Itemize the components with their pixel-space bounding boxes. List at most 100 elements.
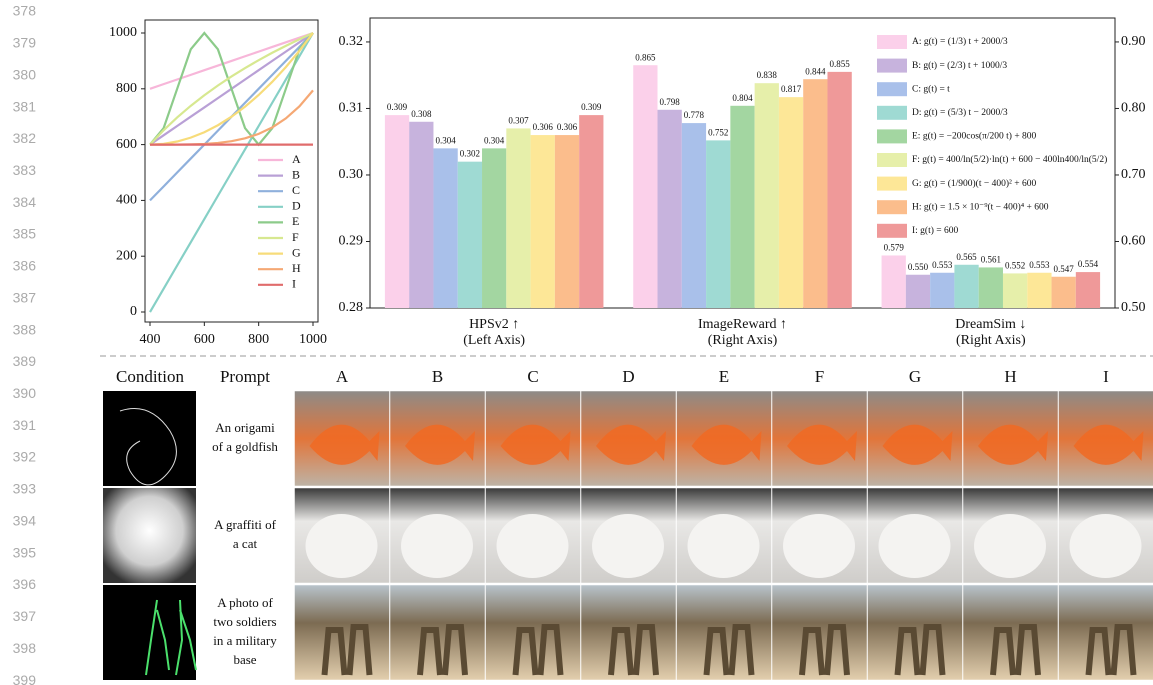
column-header: G (909, 367, 921, 386)
column-header: I (1103, 367, 1109, 386)
line-number: 395 (13, 544, 37, 560)
line-number: 387 (13, 289, 37, 305)
category-label: (Left Axis) (463, 333, 525, 348)
value-label: 0.306 (557, 122, 578, 132)
value-label: 0.778 (684, 110, 705, 120)
bar (1052, 277, 1076, 308)
bar (779, 97, 803, 308)
bar (633, 65, 657, 308)
category-label: (Right Axis) (956, 333, 1026, 348)
value-label: 0.865 (635, 52, 656, 62)
legend-swatch (877, 106, 907, 120)
y2-tick-label: 0.70 (1121, 167, 1146, 182)
value-label: 0.554 (1078, 259, 1099, 269)
prompt-text: of a goldfish (212, 439, 278, 454)
legend-label: B (292, 167, 300, 181)
line-number: 396 (13, 576, 37, 592)
legend-swatch (877, 35, 907, 49)
bar (930, 273, 954, 308)
y2-tick-label: 0.50 (1121, 300, 1146, 315)
legend-label: H: g(t) = 1.5 × 10⁻⁹(t − 400)⁴ + 600 (912, 201, 1049, 212)
y-tick-label: 600 (116, 137, 137, 152)
value-label: 0.306 (533, 122, 554, 132)
x-tick-label: 1000 (299, 332, 327, 347)
y2-tick-label: 0.90 (1121, 34, 1146, 49)
legend-label: C: g(t) = t (912, 83, 950, 94)
legend-label: F (292, 230, 299, 244)
legend-label: E (292, 214, 299, 228)
column-header: Condition (116, 367, 185, 386)
legend-label: C (292, 183, 300, 197)
value-label: 0.304 (484, 135, 505, 145)
bar (827, 72, 851, 308)
y-tick-label: 1000 (109, 25, 137, 40)
legend-swatch (877, 82, 907, 96)
value-label: 0.309 (581, 102, 602, 112)
line-number: 399 (13, 672, 37, 685)
value-label: 0.307 (508, 115, 529, 125)
column-header: F (815, 367, 824, 386)
x-tick-label: 600 (194, 332, 215, 347)
value-label: 0.844 (805, 66, 826, 76)
legend-swatch (877, 177, 907, 191)
legend-swatch (877, 200, 907, 214)
value-label: 0.804 (732, 93, 753, 103)
cat-face (401, 514, 473, 578)
legend-swatch (877, 59, 907, 73)
bar (555, 135, 579, 308)
bar (482, 148, 506, 308)
line-number: 393 (13, 481, 37, 497)
legend-label: D (292, 199, 301, 213)
value-label: 0.304 (435, 135, 456, 145)
bar (706, 140, 730, 308)
line-number: 391 (13, 417, 37, 433)
cat-face (592, 514, 664, 578)
column-header: D (622, 367, 634, 386)
cat-face (688, 514, 760, 578)
bar (458, 162, 482, 308)
value-label: 0.838 (757, 70, 778, 80)
line-number: 383 (13, 162, 37, 178)
value-label: 0.309 (387, 102, 408, 112)
value-label: 0.552 (1005, 260, 1025, 270)
y-tick-label: 0.29 (339, 234, 364, 249)
category-label: DreamSim ↓ (955, 317, 1026, 332)
column-header: E (719, 367, 729, 386)
legend-swatch (877, 129, 907, 143)
column-header: C (527, 367, 538, 386)
y-tick-label: 0.31 (339, 101, 364, 116)
x-tick-label: 800 (248, 332, 269, 347)
legend-label: G: g(t) = (1/900)(t − 400)² + 600 (912, 178, 1036, 189)
legend-label: A (292, 152, 301, 166)
bar (506, 128, 530, 308)
prompt-text: in a military (213, 633, 277, 648)
line-number: 388 (13, 321, 37, 337)
value-label: 0.553 (1029, 260, 1050, 270)
condition-image (103, 391, 196, 486)
y-tick-label: 800 (116, 81, 137, 96)
category-label: ImageReward ↑ (698, 317, 787, 332)
value-label: 0.798 (660, 97, 681, 107)
line-number: 386 (13, 258, 37, 274)
value-label: 0.561 (981, 254, 1001, 264)
line-number: 385 (13, 226, 37, 242)
bar (682, 123, 706, 308)
cat-face (879, 514, 951, 578)
line-number: 380 (13, 66, 37, 82)
line-number: 379 (13, 35, 37, 51)
bar (579, 115, 603, 308)
bar (658, 110, 682, 308)
category-label: (Right Axis) (708, 333, 778, 348)
cat-face (974, 514, 1046, 578)
value-label: 0.550 (908, 262, 929, 272)
bar (1003, 273, 1027, 308)
y2-tick-label: 0.60 (1121, 234, 1146, 249)
y-tick-label: 200 (116, 248, 137, 263)
column-header: A (336, 367, 349, 386)
value-label: 0.302 (460, 149, 480, 159)
value-label: 0.579 (884, 243, 905, 253)
bar (954, 265, 978, 308)
value-label: 0.308 (411, 109, 432, 119)
bar (385, 115, 409, 308)
legend-label: G (292, 245, 301, 259)
